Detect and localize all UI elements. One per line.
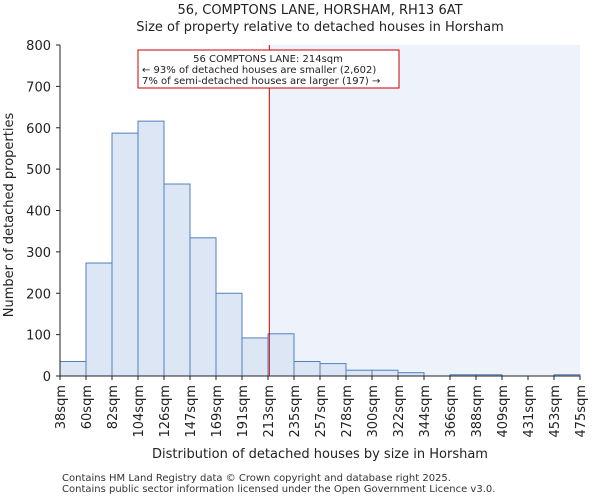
x-tick-label: 169sqm — [210, 385, 225, 438]
footer-line-2: Contains public sector information licen… — [62, 484, 496, 495]
shaded-region — [269, 45, 580, 376]
x-tick-label: 453sqm — [548, 385, 563, 438]
x-tick-label: 213sqm — [262, 385, 277, 438]
annotation-line-2: ← 93% of detached houses are smaller (2,… — [142, 65, 376, 76]
x-tick-label: 431sqm — [522, 385, 537, 438]
histogram-bar — [345, 369, 373, 377]
histogram-bar — [85, 262, 113, 377]
histogram-bar — [215, 292, 243, 377]
y-tick-label: 400 — [26, 205, 51, 220]
x-tick-label: 191sqm — [236, 385, 251, 438]
histogram-bar — [163, 183, 191, 377]
annotation-line-1: 56 COMPTONS LANE: 214sqm — [193, 54, 343, 65]
x-tick-label: 60sqm — [80, 385, 95, 429]
histogram-bar — [137, 120, 165, 377]
x-tick-label: 475sqm — [574, 385, 589, 438]
y-tick-label: 100 — [26, 329, 51, 344]
annotation-box — [137, 49, 400, 89]
y-tick-label: 700 — [26, 80, 51, 95]
histogram-bar — [59, 361, 87, 377]
x-tick-label: 344sqm — [418, 385, 433, 438]
histogram-bar — [241, 337, 269, 377]
x-tick-label: 409sqm — [496, 385, 511, 438]
x-tick-label: 235sqm — [288, 385, 303, 438]
x-tick-label: 366sqm — [444, 385, 459, 438]
histogram-bar — [293, 361, 321, 377]
y-tick-label: 500 — [26, 163, 51, 178]
histogram-bar — [267, 333, 295, 377]
x-ticks-group: 38sqm 60sqm 82sqm 104sqm 126sqm 147sqm 169sqm 1… — [54, 376, 589, 438]
y-axis-label: Number of detached properties — [2, 113, 17, 318]
x-tick-label: 388sqm — [470, 385, 485, 438]
x-tick-label: 126sqm — [158, 385, 173, 438]
x-tick-label: 300sqm — [366, 385, 381, 438]
histogram-bar — [111, 132, 139, 377]
histogram-bar — [371, 369, 399, 377]
histogram-bar — [319, 363, 347, 377]
y-tick-label: 0 — [43, 370, 51, 385]
footer-line-1: Contains HM Land Registry data © Crown c… — [62, 473, 451, 484]
histogram-bar — [189, 237, 217, 377]
bars-group — [59, 120, 581, 377]
y-tick-label: 800 — [26, 39, 51, 54]
x-tick-label: 104sqm — [132, 385, 147, 438]
y-tick-label: 300 — [26, 246, 51, 261]
chart-title: 56, COMPTONS LANE, HORSHAM, RH13 6AT — [177, 3, 462, 18]
x-tick-label: 82sqm — [106, 385, 121, 429]
x-tick-label: 278sqm — [340, 385, 355, 438]
y-ticks-group: 0 100 200 300 400 500 600 700 800 — [26, 39, 60, 385]
annotation-line-3: 7% of semi-detached houses are larger (1… — [142, 76, 380, 87]
x-axis-label: Distribution of detached houses by size … — [152, 447, 488, 462]
y-tick-label: 600 — [26, 122, 51, 137]
x-tick-label: 322sqm — [392, 385, 407, 438]
x-tick-label: 147sqm — [184, 385, 199, 438]
y-tick-label: 200 — [26, 287, 51, 302]
x-tick-label: 257sqm — [314, 385, 329, 438]
x-tick-label: 38sqm — [54, 385, 69, 429]
chart-subtitle: Size of property relative to detached ho… — [136, 20, 504, 35]
